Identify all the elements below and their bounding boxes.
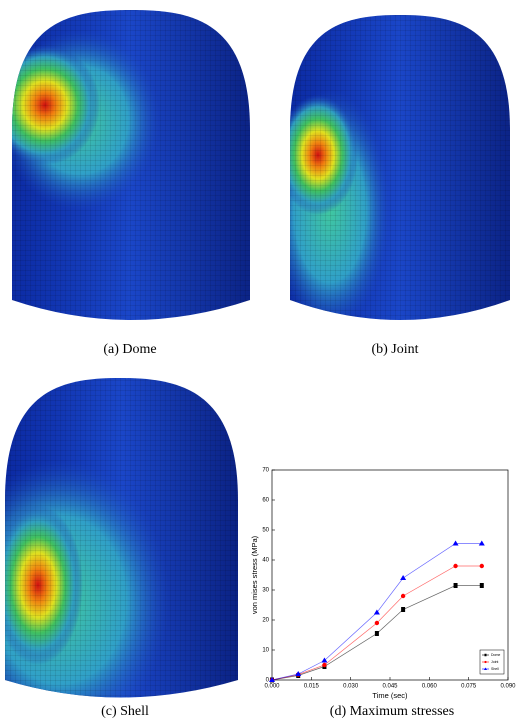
- x-tick-label: 0.030: [343, 684, 359, 690]
- caption: (a) Dome: [103, 342, 156, 357]
- legend-marker: [484, 660, 487, 664]
- x-tick-label: 0.015: [304, 684, 320, 690]
- marker: [373, 609, 380, 615]
- line-chart: 0 10 20 30 40 50 60 70 0.000 0.015 0.030 0.045 0.060…: [250, 468, 516, 700]
- marker: [400, 593, 406, 599]
- y-tick-label: 30: [262, 588, 269, 594]
- shell-contour: [5, 378, 238, 698]
- y-tick-label: 60: [262, 498, 269, 504]
- marker: [479, 563, 484, 569]
- marker: [478, 540, 485, 546]
- y-axis-label: von mises stress (MPa): [250, 535, 259, 614]
- x-axis-label: Time (sec): [372, 691, 408, 700]
- joint-contour: [290, 15, 510, 320]
- x-tick-label: 0.090: [500, 684, 516, 690]
- marker: [400, 575, 407, 580]
- marker: [479, 583, 484, 588]
- x-tick-label: 0.000: [264, 684, 280, 690]
- marker: [374, 620, 380, 626]
- marker: [321, 657, 328, 663]
- marker: [453, 563, 458, 569]
- marker: [453, 583, 458, 588]
- y-tick-label: 70: [262, 468, 269, 474]
- x-tick-label: 0.045: [382, 684, 398, 690]
- x-tick-label: 0.060: [422, 684, 438, 690]
- plot-frame: [271, 469, 509, 681]
- marker: [322, 662, 327, 668]
- y-tick-label: 10: [262, 648, 269, 654]
- caption: (b) Joint: [371, 342, 418, 357]
- legend-marker: [484, 653, 487, 657]
- marker: [401, 607, 406, 612]
- caption: (c) Shell: [101, 704, 149, 719]
- marker: [452, 540, 459, 546]
- legend-label: Dome: [491, 653, 500, 657]
- caption: (d) Maximum stresses: [330, 704, 454, 719]
- dome-contour: [12, 10, 250, 320]
- legend-marker: [484, 667, 487, 670]
- marker: [295, 671, 302, 676]
- y-tick-label: 20: [262, 618, 269, 624]
- y-tick-label: 0: [266, 678, 270, 684]
- marker: [269, 677, 275, 682]
- legend-label: Joint: [491, 660, 498, 664]
- legend-label: Shell: [491, 667, 499, 671]
- x-tick-label: 0.075: [461, 684, 477, 690]
- marker: [374, 631, 379, 636]
- y-tick-label: 50: [262, 528, 269, 534]
- y-tick-label: 40: [262, 558, 269, 564]
